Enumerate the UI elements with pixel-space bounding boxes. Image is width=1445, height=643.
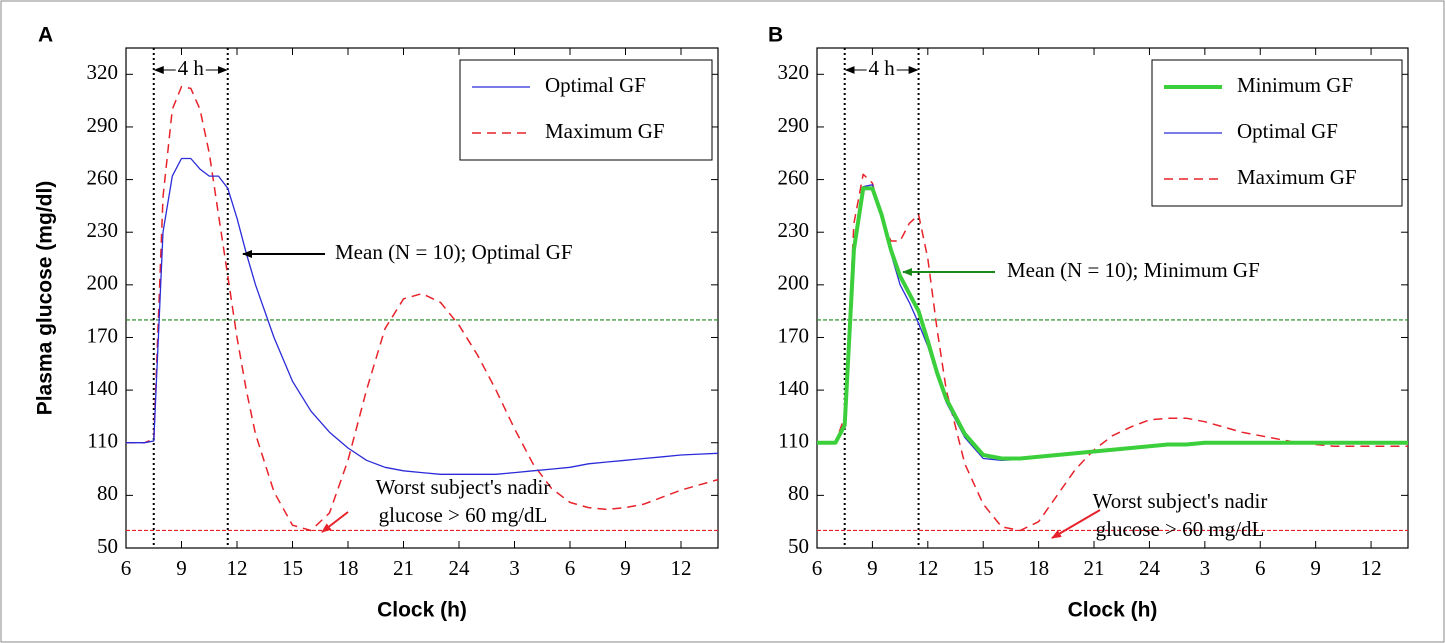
y-tick-label: 290 (87, 113, 119, 137)
legend-label: Minimum GF (1237, 73, 1353, 97)
y-tick-label: 200 (87, 271, 119, 295)
y-tick-label: 140 (87, 376, 119, 400)
annotation-text: glucose > 60 mg/dL (379, 503, 548, 527)
x-tick-label: 9 (176, 556, 187, 580)
y-tick-label: 80 (97, 481, 118, 505)
annotation-arrow (1051, 509, 1101, 539)
annotation-text: Worst subject's nadir (1093, 489, 1268, 513)
x-tick-label: 6 (121, 556, 132, 580)
panel-label: B (768, 24, 783, 47)
legend-box (459, 59, 713, 161)
annotation-text: glucose > 60 mg/dL (1096, 517, 1265, 541)
series-line (817, 184, 1408, 461)
x-tick-label: 12 (671, 556, 692, 580)
x-axis-label: Clock (h) (377, 599, 467, 622)
legend-label: Optimal GF (1237, 119, 1338, 143)
y-tick-label: 110 (87, 429, 118, 453)
series-line (126, 85, 719, 532)
y-tick-label: 290 (778, 113, 810, 137)
y-tick-label: 50 (97, 534, 118, 558)
y-tick-label: 320 (87, 60, 119, 84)
y-tick-label: 50 (788, 534, 809, 558)
annotation-text: Worst subject's nadir (376, 475, 551, 499)
y-tick-label: 200 (778, 271, 810, 295)
x-tick-label: 18 (1028, 556, 1049, 580)
x-tick-label: 12 (1361, 556, 1382, 580)
x-tick-label: 24 (1139, 556, 1161, 580)
x-tick-label: 21 (393, 556, 414, 580)
x-tick-label: 3 (1200, 556, 1211, 580)
plot-frame (125, 47, 719, 549)
y-tick-label: 170 (87, 323, 119, 347)
x-tick-label: 12 (227, 556, 248, 580)
x-axis-label: Clock (h) (1068, 599, 1158, 622)
legend-label: Maximum GF (545, 119, 665, 143)
y-axis-label: Plasma glucose (mg/dl) (34, 181, 57, 416)
annotation-text: Mean (N = 10); Minimum GF (1007, 258, 1260, 282)
y-tick-label: 230 (87, 218, 119, 242)
x-tick-label: 3 (509, 556, 520, 580)
legend-label: Optimal GF (545, 73, 646, 97)
y-tick-label: 80 (788, 481, 809, 505)
y-tick-label: 110 (778, 429, 809, 453)
x-tick-label: 18 (338, 556, 359, 580)
series-line (817, 186, 1408, 461)
x-tick-label: 6 (1255, 556, 1266, 580)
y-tick-label: 320 (778, 60, 810, 84)
panel-label: A (38, 24, 53, 47)
x-tick-label: 9 (1310, 556, 1321, 580)
x-tick-label: 24 (449, 556, 471, 580)
y-tick-label: 140 (778, 376, 810, 400)
series-line (817, 173, 1408, 532)
plot-frame (816, 47, 1409, 549)
series-line (126, 157, 719, 475)
y-tick-label: 260 (87, 165, 119, 189)
span-label: 4 h (178, 56, 205, 80)
x-tick-label: 6 (812, 556, 823, 580)
x-tick-label: 12 (917, 556, 938, 580)
x-tick-label: 9 (620, 556, 631, 580)
x-tick-label: 9 (867, 556, 878, 580)
y-tick-label: 230 (778, 218, 810, 242)
annotation-arrow (321, 511, 349, 533)
x-tick-label: 15 (282, 556, 303, 580)
span-label: 4 h (869, 56, 896, 80)
x-tick-label: 6 (565, 556, 576, 580)
annotation-text: Mean (N = 10); Optimal GF (335, 240, 573, 264)
y-tick-label: 170 (778, 323, 810, 347)
x-tick-label: 15 (973, 556, 994, 580)
x-tick-label: 21 (1084, 556, 1105, 580)
legend-label: Maximum GF (1237, 165, 1357, 189)
y-tick-label: 260 (778, 165, 810, 189)
